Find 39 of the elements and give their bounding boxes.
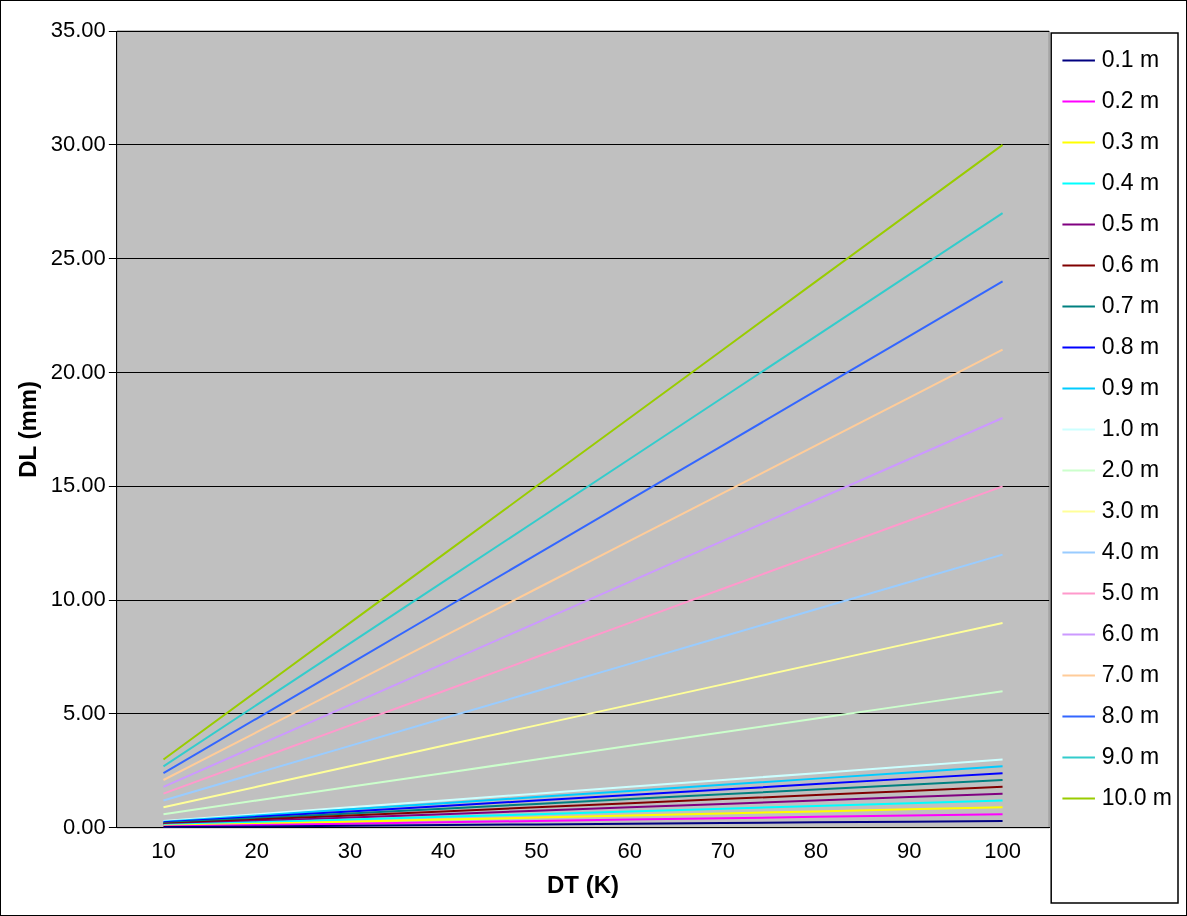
legend-label: 0.4 m — [1101, 168, 1160, 195]
legend-label: 0.9 m — [1101, 373, 1160, 400]
legend-label: 5.0 m — [1101, 578, 1160, 605]
x-axis-title: DT (K) — [547, 871, 620, 899]
y-tick-label: 30.00 — [50, 130, 106, 156]
legend-label: 0.8 m — [1101, 332, 1160, 359]
legend-label: 4.0 m — [1101, 537, 1160, 564]
legend-label: 2.0 m — [1101, 455, 1160, 482]
y-tick-label: 10.00 — [50, 586, 106, 612]
legend-label: 0.5 m — [1101, 209, 1160, 236]
x-tick-label: 30 — [337, 838, 363, 864]
x-tick-label: 60 — [617, 838, 642, 864]
y-tick-label: 0.00 — [63, 813, 106, 839]
legend-label: 7.0 m — [1101, 660, 1160, 687]
x-tick-label: 80 — [803, 838, 829, 864]
legend-label: 0.7 m — [1101, 291, 1160, 318]
legend-label: 0.1 m — [1101, 45, 1160, 72]
legend-label: 0.2 m — [1101, 86, 1160, 113]
legend-label: 0.3 m — [1101, 127, 1160, 154]
legend-label: 0.6 m — [1101, 250, 1160, 277]
x-tick-label: 40 — [430, 838, 456, 864]
legend-label: 6.0 m — [1101, 619, 1160, 646]
x-tick-label: 90 — [897, 838, 922, 864]
y-axis-title: DL (mm) — [14, 380, 42, 478]
legend-label: 8.0 m — [1101, 701, 1160, 728]
y-tick-label: 15.00 — [50, 472, 106, 498]
y-tick-label: 5.00 — [63, 700, 106, 726]
y-tick-label: 35.00 — [50, 17, 106, 43]
legend-label: 9.0 m — [1101, 742, 1160, 769]
x-tick-label: 50 — [524, 838, 549, 864]
x-tick-label: 20 — [244, 838, 269, 864]
x-tick-label: 70 — [710, 838, 736, 864]
legend-label: 3.0 m — [1101, 496, 1160, 523]
y-tick-label: 25.00 — [50, 244, 106, 270]
x-tick-label: 100 — [984, 838, 1021, 864]
y-tick-label: 20.00 — [50, 358, 106, 384]
legend-label: 10.0 m — [1101, 783, 1173, 810]
legend-label: 1.0 m — [1101, 414, 1160, 441]
x-tick-label: 10 — [151, 838, 176, 864]
